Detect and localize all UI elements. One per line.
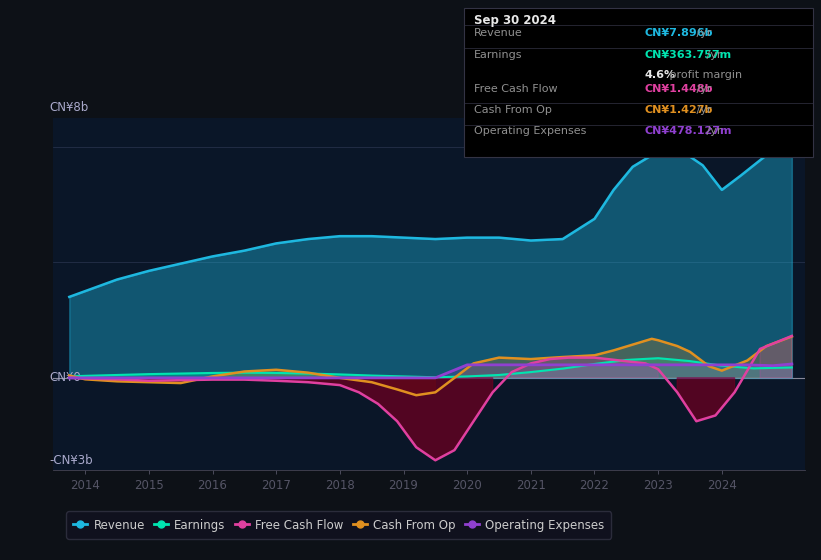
Text: CN¥8b: CN¥8b bbox=[49, 101, 89, 114]
Text: 4.6%: 4.6% bbox=[644, 69, 676, 80]
Text: Revenue: Revenue bbox=[474, 29, 522, 39]
Text: CN¥0: CN¥0 bbox=[49, 371, 81, 384]
Text: profit margin: profit margin bbox=[666, 69, 742, 80]
Text: -CN¥3b: -CN¥3b bbox=[49, 454, 94, 467]
Text: /yr: /yr bbox=[693, 29, 711, 39]
Text: Free Cash Flow: Free Cash Flow bbox=[474, 84, 557, 94]
Text: CN¥7.896b: CN¥7.896b bbox=[644, 29, 713, 39]
Text: /yr: /yr bbox=[703, 50, 722, 60]
Text: /yr: /yr bbox=[693, 84, 711, 94]
Text: Earnings: Earnings bbox=[474, 50, 522, 60]
Text: CN¥1.448b: CN¥1.448b bbox=[644, 84, 713, 94]
Text: CN¥363.757m: CN¥363.757m bbox=[644, 50, 732, 60]
Text: Sep 30 2024: Sep 30 2024 bbox=[474, 14, 556, 27]
Text: /yr: /yr bbox=[703, 127, 722, 136]
Legend: Revenue, Earnings, Free Cash Flow, Cash From Op, Operating Expenses: Revenue, Earnings, Free Cash Flow, Cash … bbox=[67, 511, 612, 539]
Text: /yr: /yr bbox=[693, 105, 711, 115]
Text: Cash From Op: Cash From Op bbox=[474, 105, 552, 115]
Text: CN¥1.427b: CN¥1.427b bbox=[644, 105, 713, 115]
Text: Operating Expenses: Operating Expenses bbox=[474, 127, 586, 136]
Text: CN¥478.127m: CN¥478.127m bbox=[644, 127, 732, 136]
